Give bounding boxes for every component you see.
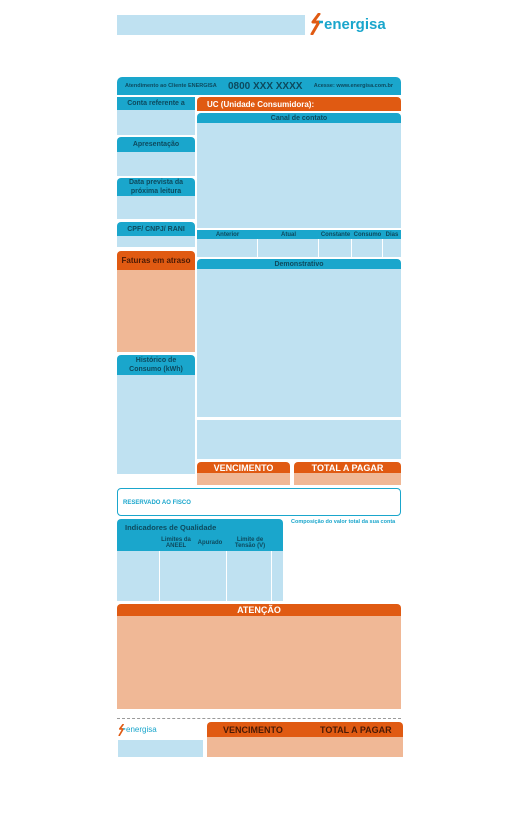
leitura-col-consumo: Consumo <box>353 231 382 238</box>
leitura-header-row: Anterior Atual Constante Consumo Dias <box>197 230 401 239</box>
vencimento-header: VENCIMENTO <box>197 462 290 473</box>
indicadores-col-aneel: Limites da ANEEL <box>161 537 191 549</box>
data-prevista-box <box>117 196 195 219</box>
stub-vencimento: VENCIMENTO <box>223 725 283 735</box>
service-bar: Atendimento ao Cliente ENERGISA 0800 XXX… <box>117 77 401 95</box>
stub-blank-box <box>118 740 203 757</box>
total-header: TOTAL A PAGAR <box>294 462 401 473</box>
leitura-col-dias: Dias <box>385 231 399 238</box>
composicao-title: Composição do valor total da sua conta <box>291 519 396 525</box>
indicadores-title: Indicadores de Qualidade <box>125 522 217 532</box>
header-blank-box <box>117 15 305 35</box>
historico-header: Histórico de Consumo (kWh) <box>117 355 195 375</box>
leitura-body <box>197 239 401 257</box>
indicadores-col-apurado: Apurado <box>197 540 223 546</box>
fisco-box: RESERVADO AO FISCO <box>117 488 401 516</box>
total-box <box>294 473 401 485</box>
canal-box <box>197 123 401 228</box>
stub-logo-mark-icon <box>118 724 126 736</box>
indicadores-col-row: Limites da ANEEL Apurado Limite de Tensã… <box>117 535 283 551</box>
service-site: Acesse: www.energisa.com.br <box>313 83 393 89</box>
fisco-title: RESERVADO AO FISCO <box>123 500 191 506</box>
service-label: Atendimento ao Cliente ENERGISA <box>125 83 217 89</box>
uc-header: UC (Unidade Consumidora): <box>197 97 401 111</box>
apresentacao-box <box>117 152 195 176</box>
apresentacao-header: Apresentação <box>117 137 195 152</box>
service-phone: 0800 XXX XXXX <box>227 80 303 92</box>
historico-box <box>117 375 195 474</box>
uc-title: UC (Unidade Consumidora): <box>207 99 315 109</box>
conta-referente-box <box>117 110 195 135</box>
vencimento-box <box>197 473 290 485</box>
faturas-box <box>117 270 195 352</box>
faturas-header: Faturas em atraso <box>117 251 195 270</box>
data-prevista-header: Data prevista da próxima leitura <box>117 178 195 196</box>
demonstrativo-box <box>197 269 401 417</box>
atencao-box <box>117 616 401 709</box>
stub-pay-header: VENCIMENTO TOTAL A PAGAR <box>207 722 403 737</box>
leitura-col-anterior: Anterior <box>215 231 240 238</box>
indicadores-col-4 <box>273 535 283 551</box>
indicadores-body <box>117 551 283 601</box>
indicadores-col-tensao: Limite de Tensão (V) <box>234 537 266 549</box>
demonstrativo-header: Demonstrativo <box>197 259 401 269</box>
stub-logo-text: energisa <box>126 725 157 734</box>
stub-total: TOTAL A PAGAR <box>320 725 392 735</box>
stub-pay-box <box>207 737 403 757</box>
atencao-header: ATENÇÃO <box>117 604 401 616</box>
indicadores-header: Indicadores de Qualidade <box>117 519 283 535</box>
stub-logo: energisa <box>118 723 188 737</box>
leitura-col-atual: Atual <box>281 231 296 238</box>
logo-mark-icon <box>310 13 323 35</box>
conta-referente-header: Conta referente a <box>117 97 195 110</box>
indicadores-col-0 <box>117 535 159 551</box>
cut-line <box>117 718 401 719</box>
cpf-box <box>117 236 195 247</box>
cpf-header: CPF/ CNPJ/ RANI <box>117 222 195 236</box>
leitura-col-constante: Constante <box>320 231 351 238</box>
logo-text: energisa <box>324 16 386 33</box>
energisa-logo: energisa <box>310 11 390 39</box>
canal-header: Canal de contato <box>197 113 401 123</box>
demonstrativo-footer-box <box>197 420 401 459</box>
